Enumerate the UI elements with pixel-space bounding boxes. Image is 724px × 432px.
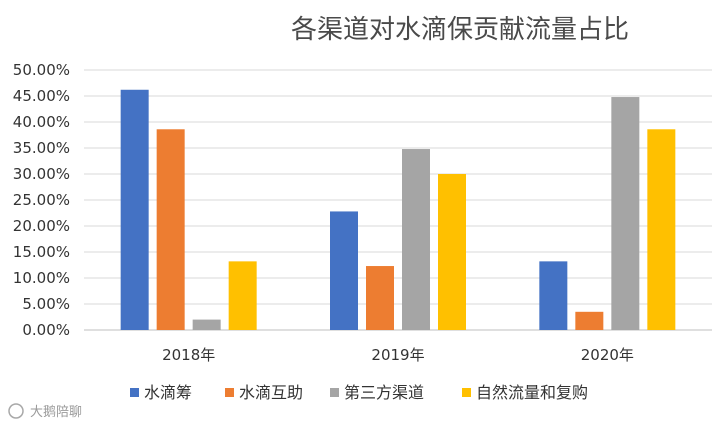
y-tick-label: 45.00% [13,87,70,105]
legend-label: 自然流量和复购 [476,383,588,402]
y-tick-label: 10.00% [13,269,70,287]
gridlines [84,69,712,331]
legend-label: 水滴筹 [144,383,192,402]
legend-swatch [462,388,471,397]
x-category-label: 2018年 [162,346,215,364]
watermark-text: 大鹅陪聊 [30,404,82,420]
x-category-label: 2020年 [581,346,634,364]
legend-swatch [225,388,234,397]
legend-label: 水滴互助 [239,383,303,402]
bar [402,149,430,330]
watermark: 大鹅陪聊 [8,403,82,420]
bar [120,89,149,330]
y-tick-label: 25.00% [13,191,70,209]
bar [366,266,394,330]
bar [611,97,640,330]
bar [228,261,257,330]
x-axis-categories: 2018年 2019年 2020年 [162,346,634,364]
bar [539,261,568,330]
bars [120,89,676,330]
bar [575,311,604,330]
y-tick-label: 0.00% [22,321,70,339]
legend-label: 第三方渠道 [344,383,424,402]
brand-logo-icon [8,403,24,419]
y-tick-label: 15.00% [13,243,70,261]
y-tick-label: 35.00% [13,139,70,157]
bar [438,174,466,330]
legend-swatch [130,388,139,397]
bar [156,129,185,330]
y-tick-label: 30.00% [13,165,70,183]
y-axis-ticks: 0.00% 5.00% 10.00% 15.00% 20.00% 25.00% 30.00%… [13,61,70,339]
bar [192,319,221,330]
y-tick-label: 40.00% [13,113,70,131]
legend: 水滴筹 水滴互助 第三方渠道 自然流量和复购 [130,383,588,402]
y-tick-label: 5.00% [22,295,70,313]
legend-swatch [330,388,339,397]
y-tick-label: 50.00% [13,61,70,79]
bar [330,211,358,330]
y-tick-label: 20.00% [13,217,70,235]
bar [647,129,676,330]
chart-title: 各渠道对水滴保贡献流量占比 [291,15,629,45]
x-category-label: 2019年 [371,346,424,364]
